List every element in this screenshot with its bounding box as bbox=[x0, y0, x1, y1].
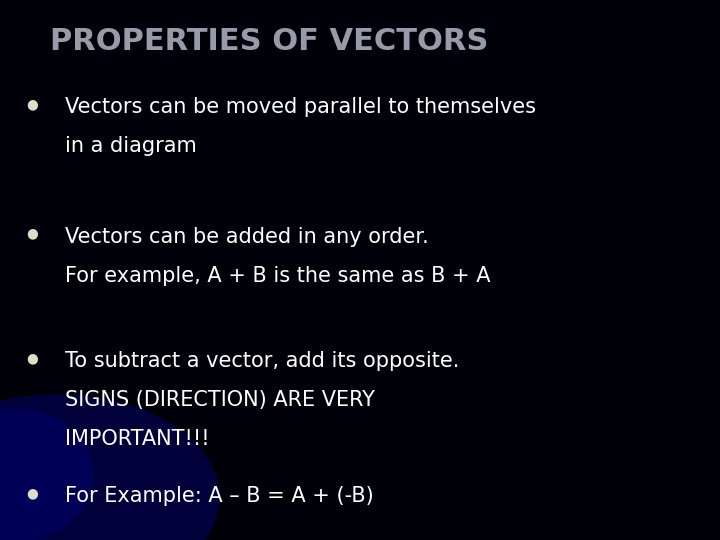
Text: ●: ● bbox=[27, 227, 38, 241]
Text: To subtract a vector, add its opposite.: To subtract a vector, add its opposite. bbox=[65, 351, 459, 371]
Text: For Example: A – B = A + (-B): For Example: A – B = A + (-B) bbox=[65, 486, 374, 506]
Ellipse shape bbox=[0, 408, 94, 540]
Text: in a diagram: in a diagram bbox=[65, 136, 197, 156]
Text: For example, A + B is the same as B + A: For example, A + B is the same as B + A bbox=[65, 266, 490, 286]
Text: IMPORTANT!!!: IMPORTANT!!! bbox=[65, 429, 210, 449]
Text: ●: ● bbox=[27, 351, 38, 365]
Ellipse shape bbox=[0, 394, 220, 540]
Text: Vectors can be added in any order.: Vectors can be added in any order. bbox=[65, 227, 428, 247]
Text: PROPERTIES OF VECTORS: PROPERTIES OF VECTORS bbox=[50, 27, 489, 56]
Text: Vectors can be moved parallel to themselves: Vectors can be moved parallel to themsel… bbox=[65, 97, 536, 117]
Text: SIGNS (DIRECTION) ARE VERY: SIGNS (DIRECTION) ARE VERY bbox=[65, 390, 375, 410]
Text: ●: ● bbox=[27, 486, 38, 500]
Text: ●: ● bbox=[27, 97, 38, 111]
